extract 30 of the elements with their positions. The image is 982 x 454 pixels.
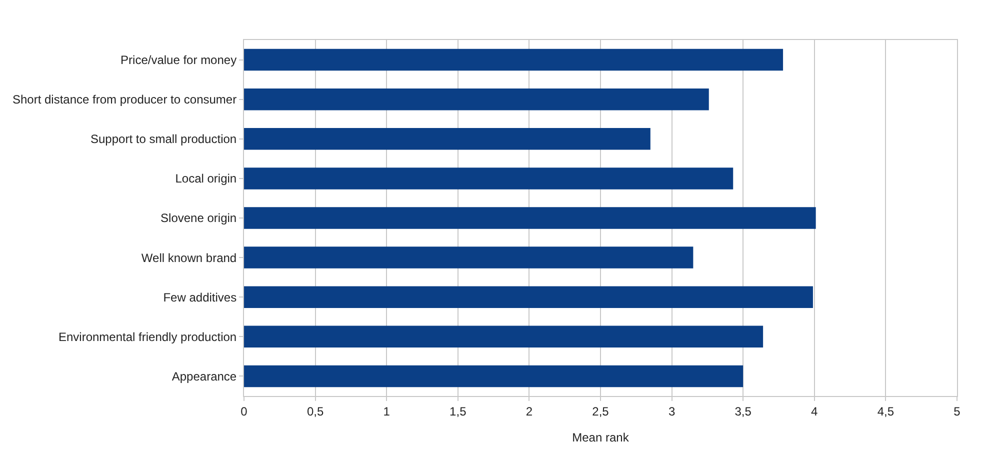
y-tick-label: Short distance from producer to consumer (12, 92, 237, 107)
x-axis-title: Mean rank (572, 430, 630, 444)
x-tick-label: 0 (240, 404, 248, 418)
x-tick-label: 2 (526, 404, 533, 418)
x-tick-label: 2,5 (592, 404, 610, 418)
y-tick-label: Appearance (172, 369, 237, 384)
x-tick-label: 4,5 (877, 404, 894, 418)
bar (244, 286, 813, 308)
y-tick-label: Environmental friendly production (58, 330, 237, 344)
bar (244, 326, 764, 348)
bar (244, 365, 744, 388)
bar (244, 246, 694, 268)
bar (244, 128, 650, 150)
bar (244, 168, 734, 190)
bar (244, 48, 784, 71)
x-tick-label: 3,5 (734, 404, 752, 418)
bar (244, 88, 709, 110)
bar (244, 207, 816, 229)
y-tick-label: Well known brand (141, 250, 237, 265)
x-tick-label: 0,5 (306, 404, 324, 418)
y-tick-label: Price/value for money (120, 52, 237, 67)
x-tick-label: 1,5 (450, 404, 467, 418)
y-tick-label: Local origin (175, 172, 237, 186)
x-tick-label: 4 (811, 404, 818, 418)
y-tick-label: Slovene origin (160, 211, 237, 226)
x-tick-label: 1 (383, 404, 390, 418)
x-tick-label: 3 (668, 404, 676, 418)
x-tick-label: 5 (954, 404, 961, 418)
y-tick-label: Support to small production (90, 132, 237, 146)
y-tick-label: Few additives (163, 290, 237, 304)
